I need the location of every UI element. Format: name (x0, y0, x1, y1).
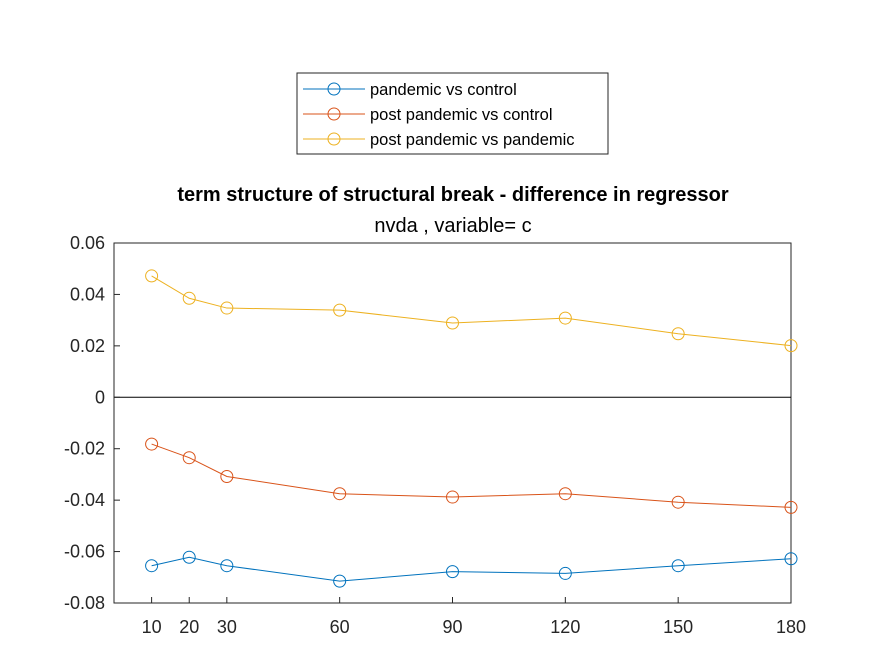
legend-marker (327, 107, 341, 121)
data-point (671, 559, 685, 573)
data-point (671, 495, 685, 509)
legend-label: post pandemic vs pandemic (370, 131, 575, 149)
data-point (333, 574, 347, 588)
x-tick-label: 60 (330, 617, 350, 637)
series-line (151, 443, 792, 508)
data-point (220, 559, 234, 573)
data-point (145, 437, 159, 451)
x-tick-label: 30 (217, 617, 237, 637)
x-tick-label: 120 (550, 617, 580, 637)
data-point (145, 269, 159, 283)
data-point (333, 487, 347, 501)
data-point (446, 490, 459, 504)
data-point (182, 550, 196, 564)
data-point (671, 327, 685, 341)
data-point (558, 487, 572, 501)
data-point (784, 339, 798, 353)
legend: pandemic vs control post pandemic vs cont… (296, 72, 609, 155)
y-tick-label: 0.02 (70, 336, 105, 356)
data-point (220, 301, 234, 315)
y-tick-label: -0.04 (64, 490, 105, 510)
x-tick-label: 180 (776, 617, 806, 637)
y-tick-label: -0.08 (64, 593, 105, 613)
y-tick-label: -0.06 (64, 542, 105, 562)
data-point (182, 291, 196, 305)
x-axis-ticks: 10 20 30 60 90 120 150 180 (142, 597, 806, 637)
data-point (784, 552, 798, 566)
x-tick-label: 150 (663, 617, 693, 637)
series-1 (145, 550, 798, 588)
data-point (182, 451, 196, 465)
series-layer (145, 269, 798, 588)
y-tick-label: 0.06 (70, 233, 105, 253)
series-2 (145, 437, 798, 514)
x-tick-label: 20 (179, 617, 199, 637)
x-tick-label: 90 (442, 617, 462, 637)
data-point (446, 565, 459, 579)
data-point (333, 303, 347, 317)
data-point (145, 559, 159, 573)
series-3 (145, 269, 798, 353)
data-point (784, 500, 798, 514)
y-tick-label: 0.04 (70, 284, 105, 304)
data-point (446, 316, 459, 330)
data-point (558, 311, 572, 325)
chart-subtitle: nvda , variable= c (374, 215, 531, 237)
data-point (558, 566, 572, 580)
x-tick-label: 10 (142, 617, 162, 637)
chart-title: term structure of structural break - dif… (177, 184, 728, 206)
y-tick-label: 0 (95, 387, 105, 407)
legend-marker (327, 132, 341, 146)
legend-label: post pandemic vs control (370, 106, 553, 124)
y-tick-label: -0.02 (64, 439, 105, 459)
plot-area (113, 242, 792, 604)
legend-label: pandemic vs control (370, 81, 517, 99)
y-axis-ticks: 0.06 0.04 0.02 0 -0.02 -0.04 -0.06 -0.08 (64, 233, 120, 613)
legend-marker (327, 82, 341, 96)
data-point (220, 469, 234, 483)
